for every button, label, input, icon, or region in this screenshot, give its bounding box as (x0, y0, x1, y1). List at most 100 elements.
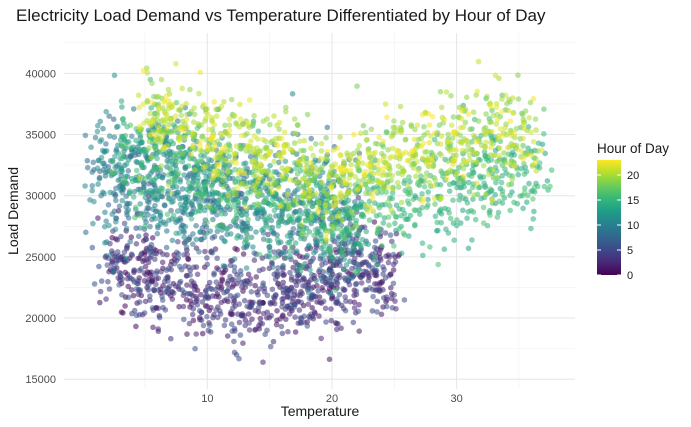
scatter-point (318, 275, 325, 282)
scatter-point (143, 236, 150, 243)
scatter-point (173, 61, 179, 67)
scatter-point (358, 280, 365, 286)
scatter-point (169, 237, 176, 244)
scatter-point (179, 158, 186, 165)
scatter-point (374, 309, 380, 315)
scatter-point (150, 177, 157, 183)
scatter-point (351, 305, 358, 311)
scatter-point (339, 217, 345, 223)
scatter-point (469, 167, 476, 173)
scatter-point (118, 98, 125, 104)
scatter-point (500, 133, 507, 139)
scatter-point (216, 161, 223, 168)
scatter-point (332, 172, 338, 179)
scatter-point (266, 251, 273, 258)
scatter-point (142, 223, 148, 230)
scatter-point (183, 100, 189, 107)
scatter-point (272, 254, 278, 261)
scatter-point (391, 118, 397, 124)
scatter-point (338, 222, 345, 229)
scatter-point (257, 315, 264, 322)
scatter-point (245, 278, 251, 285)
legend-tick-label: 10 (627, 220, 639, 232)
scatter-point (107, 189, 113, 196)
scatter-point (443, 89, 450, 95)
scatter-point (499, 191, 506, 198)
scatter-point (488, 157, 495, 163)
scatter-point (142, 194, 149, 201)
scatter-point (465, 111, 472, 117)
scatter-point (109, 261, 115, 267)
scatter-point (226, 132, 232, 139)
scatter-point (420, 252, 426, 259)
scatter-point (175, 107, 182, 113)
scatter-point (104, 262, 111, 268)
scatter-point (287, 269, 293, 276)
scatter-point (487, 119, 493, 125)
scatter-point (295, 298, 302, 305)
scatter-point (149, 235, 156, 241)
scatter-point (191, 105, 197, 111)
scatter-point (214, 224, 221, 230)
scatter-point (295, 160, 302, 167)
scatter-point (310, 166, 316, 172)
scatter-point (384, 114, 390, 121)
scatter-point (376, 204, 383, 211)
scatter-point (530, 196, 536, 202)
scatter-point (345, 204, 351, 211)
scatter-point (119, 168, 125, 174)
scatter-point (362, 240, 369, 247)
scatter-point (302, 283, 308, 289)
scatter-point (127, 238, 133, 245)
scatter-point (225, 201, 232, 208)
scatter-point (284, 233, 291, 239)
scatter-point (292, 240, 299, 246)
scatter-point (197, 143, 203, 149)
scatter-point (274, 271, 280, 278)
scatter-point (103, 108, 109, 115)
scatter-point (367, 178, 373, 185)
scatter-point (458, 115, 465, 122)
scatter-point (260, 136, 267, 143)
scatter-point (190, 174, 196, 181)
scatter-point (326, 356, 333, 363)
scatter-point (380, 220, 387, 226)
scatter-point (200, 185, 207, 192)
scatter-point (204, 303, 210, 310)
legend-title: Hour of Day (597, 141, 669, 156)
scatter-point (469, 139, 475, 145)
scatter-point (438, 152, 445, 159)
scatter-point (248, 289, 255, 295)
scatter-point (364, 186, 371, 192)
scatter-point (280, 262, 286, 269)
scatter-point (472, 150, 479, 156)
scatter-point (210, 216, 216, 223)
scatter-point (162, 221, 169, 227)
scatter-point (218, 299, 224, 306)
scatter-point (367, 163, 374, 169)
scatter-point (391, 292, 398, 298)
scatter-point (131, 267, 137, 273)
scatter-point (314, 169, 320, 176)
scatter-point (261, 198, 268, 205)
scatter-point (457, 220, 464, 226)
scatter-point (306, 295, 313, 301)
scatter-point (420, 140, 427, 147)
scatter-point (294, 292, 301, 298)
scatter-point (130, 194, 137, 200)
scatter-point (268, 139, 274, 146)
scatter-point (357, 130, 364, 136)
scatter-point (532, 160, 539, 166)
scatter-point (233, 143, 240, 149)
scatter-point (112, 153, 118, 160)
scatter-point (206, 203, 212, 209)
scatter-point (286, 311, 293, 317)
scatter-point (323, 319, 329, 325)
scatter-point (285, 165, 292, 172)
scatter-point (106, 133, 113, 139)
legend-tick-label: 5 (627, 245, 633, 257)
scatter-point (511, 199, 517, 206)
scatter-point (499, 96, 505, 102)
scatter-point (376, 180, 383, 187)
scatter-point (407, 178, 413, 185)
